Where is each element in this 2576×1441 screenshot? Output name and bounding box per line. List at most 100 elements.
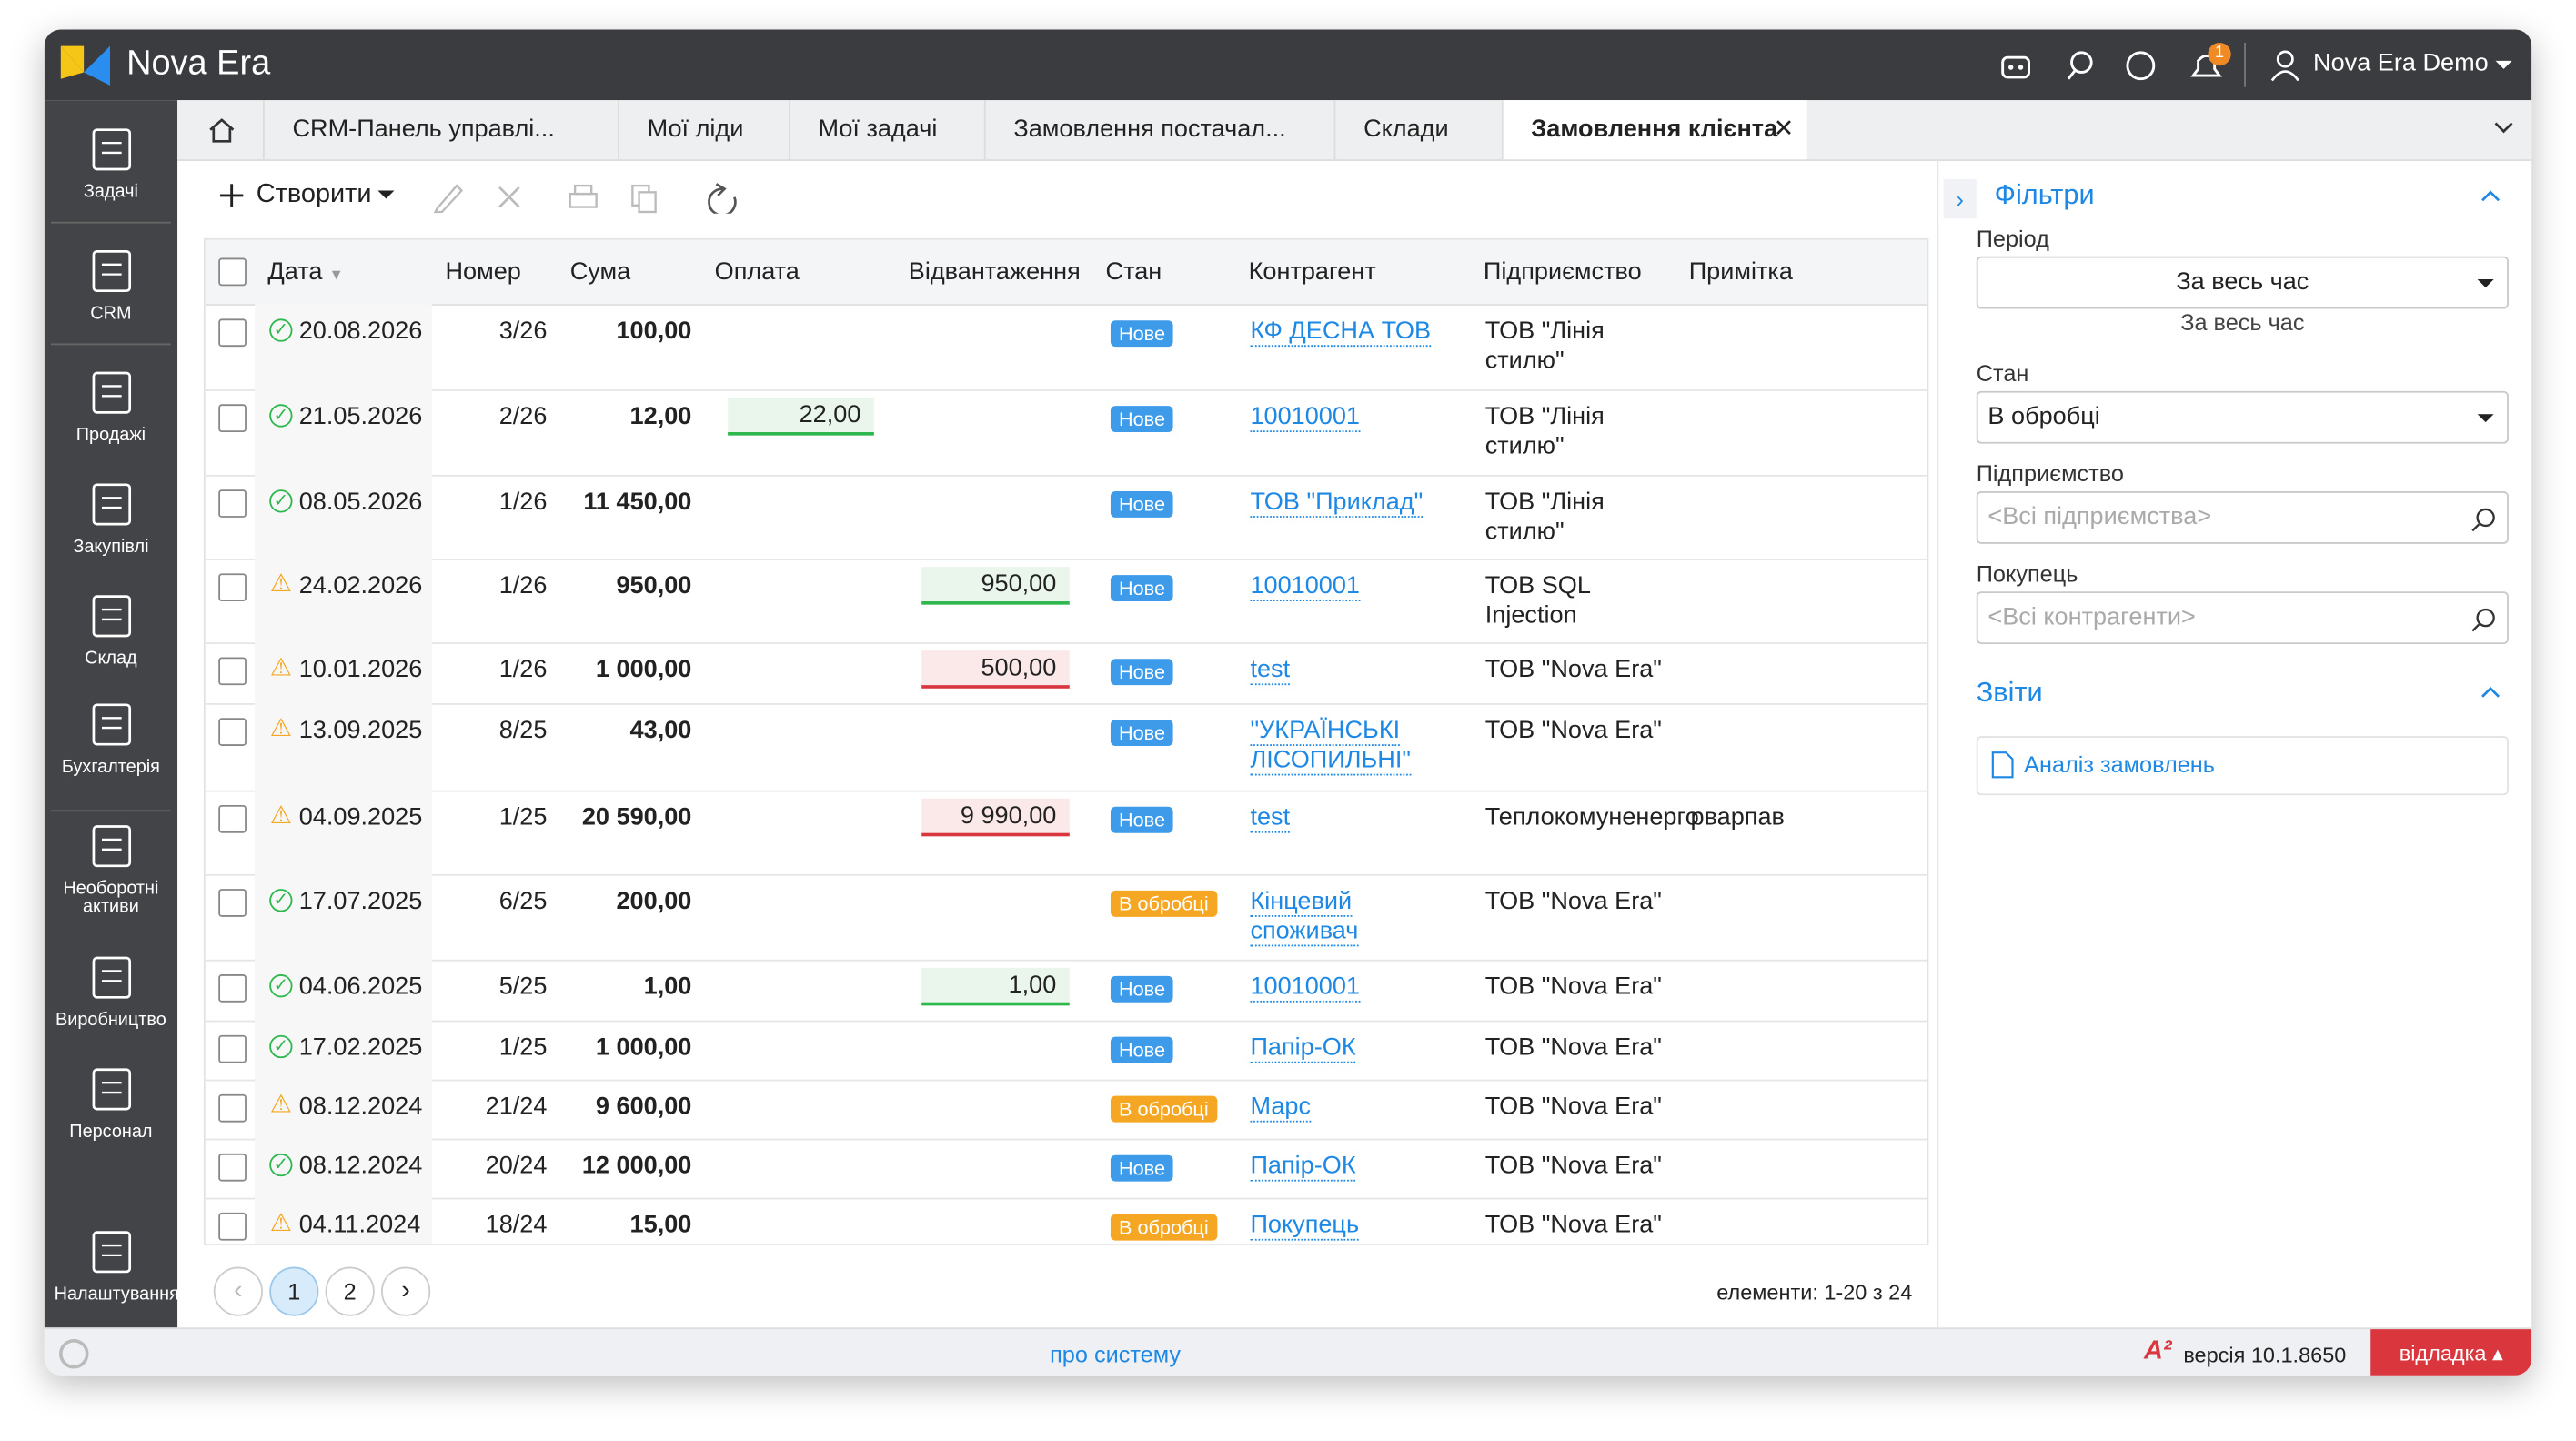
- row-checkbox[interactable]: [218, 318, 247, 348]
- row-checkbox[interactable]: [218, 1212, 247, 1241]
- counterparty[interactable]: test: [1250, 655, 1447, 686]
- nav-item[interactable]: Налаштування: [45, 1225, 179, 1305]
- tabs-menu[interactable]: [2494, 122, 2514, 135]
- row-checkbox[interactable]: [218, 1153, 247, 1182]
- counterparty[interactable]: ТОВ "Приклад": [1250, 488, 1447, 518]
- collapse-reports[interactable]: [2480, 685, 2501, 698]
- counterparty[interactable]: КФ ДЕСНА ТОВ: [1250, 317, 1447, 348]
- nav-icon: [91, 703, 131, 746]
- page-button[interactable]: 1: [269, 1266, 319, 1316]
- filters-panel: › Фільтри Період За весь час За весь час…: [1937, 159, 2531, 1328]
- prev-page[interactable]: ‹: [213, 1266, 263, 1316]
- table-row[interactable]: ✓ 17.02.2025 1/25 1 000,00 Нове Папір-ОК ТОВ "…: [205, 1020, 1927, 1082]
- counterparty[interactable]: Марс: [1250, 1093, 1447, 1123]
- shipment-cell: 500,00: [921, 650, 1070, 689]
- collapse-filters[interactable]: [2480, 189, 2501, 202]
- nav-icon: [91, 483, 131, 526]
- table-row[interactable]: ✓ 04.06.2025 5/25 1,00 1,00 Нове 10010001 ТОВ "…: [205, 959, 1927, 1023]
- home-tab[interactable]: [207, 116, 237, 143]
- nav-item[interactable]: Закупівлі: [45, 479, 177, 558]
- select-all[interactable]: [218, 257, 247, 287]
- column-header[interactable]: Контрагент: [1248, 257, 1376, 287]
- app-name: Nova Era: [126, 44, 271, 83]
- nav-item[interactable]: Склад: [45, 590, 177, 669]
- next-page[interactable]: ›: [381, 1266, 431, 1316]
- row-checkbox[interactable]: [218, 804, 247, 833]
- sum: 100,00: [616, 317, 692, 346]
- column-header[interactable]: Номер: [445, 257, 521, 287]
- column-header[interactable]: Стан: [1105, 257, 1162, 287]
- row-checkbox[interactable]: [218, 1034, 247, 1063]
- page-button[interactable]: 2: [325, 1266, 375, 1316]
- date: 08.12.2024: [298, 1152, 423, 1180]
- collapse-panel[interactable]: ›: [1943, 178, 1977, 219]
- nav-label: Задачі: [83, 182, 138, 203]
- counterparty[interactable]: Папір-ОК: [1250, 1152, 1447, 1182]
- nav-item[interactable]: Продажі: [45, 367, 177, 446]
- counterparty[interactable]: Покупець: [1250, 1211, 1447, 1241]
- tab[interactable]: Склади: [1333, 100, 1502, 160]
- date: 10.01.2026: [298, 655, 423, 684]
- tab[interactable]: Замовлення постачал...: [983, 100, 1334, 160]
- counterparty[interactable]: test: [1250, 803, 1447, 833]
- buyer-input[interactable]: <Всі контрагенти>: [1976, 591, 2509, 644]
- table-row[interactable]: ✓ 08.12.2024 20/24 12 000,00 Нове Папір-ОК ТОВ…: [205, 1138, 1927, 1200]
- table-row[interactable]: ⚠ 13.09.2025 8/25 43,00 Нове "УКРАЇНСЬКІ ЛІСО…: [205, 703, 1927, 792]
- nav-label: Виробництво: [55, 1010, 166, 1031]
- row-checkbox[interactable]: [218, 573, 247, 602]
- tab-close[interactable]: ✕: [1773, 115, 1795, 144]
- user-menu[interactable]: Nova Era Demo: [2313, 49, 2489, 77]
- counterparty[interactable]: "УКРАЇНСЬКІ ЛІСОПИЛЬНІ": [1250, 716, 1447, 776]
- table-row[interactable]: ⚠ 04.09.2025 1/25 20 590,00 9 990,00 Нове test…: [205, 790, 1927, 876]
- debug-button[interactable]: відладка ▴: [2370, 1329, 2532, 1376]
- row-checkbox[interactable]: [218, 974, 247, 1003]
- table-row[interactable]: ✓ 08.05.2026 1/26 11 450,00 Нове ТОВ "Приклад…: [205, 474, 1927, 560]
- tab[interactable]: Мої задачі: [788, 100, 984, 160]
- row-checkbox[interactable]: [218, 1093, 247, 1123]
- table-row[interactable]: ⚠ 10.01.2026 1/26 1 000,00 500,00 Нове test ТОВ…: [205, 642, 1927, 705]
- table-row[interactable]: ⚠ 04.11.2024 18/24 15,00 В обробці Покупець ТО…: [206, 1197, 1927, 1244]
- table-row[interactable]: ⚠ 08.12.2024 21/24 9 600,00 В обробці Марс ТОВ…: [205, 1079, 1927, 1141]
- table-row[interactable]: ✓ 17.07.2025 6/25 200,00 В обробці Кінцевий с…: [205, 873, 1927, 962]
- nav-item[interactable]: Персонал: [45, 1063, 177, 1143]
- nav-item[interactable]: CRM: [45, 245, 177, 324]
- create-button[interactable]: Створити: [256, 180, 372, 209]
- number: 3/26: [498, 317, 548, 346]
- nav-item[interactable]: Виробництво: [45, 952, 177, 1031]
- top-icons[interactable]: [1996, 47, 2226, 84]
- period-select[interactable]: За весь час: [1976, 256, 2509, 309]
- state-select[interactable]: В обробці: [1976, 390, 2509, 444]
- column-header[interactable]: Підприємство: [1483, 257, 1642, 287]
- tab[interactable]: Мої ліди: [618, 100, 789, 160]
- counterparty[interactable]: Кінцевий споживач: [1250, 887, 1447, 947]
- row-checkbox[interactable]: [218, 718, 247, 746]
- table-row[interactable]: ⚠ 24.02.2026 1/26 950,00 950,00 Нове 10010001 Т…: [205, 559, 1927, 644]
- company-input[interactable]: <Всі підприємства>: [1976, 491, 2509, 544]
- counterparty[interactable]: 10010001: [1250, 402, 1447, 433]
- counterparty[interactable]: Папір-ОК: [1250, 1033, 1447, 1063]
- counterparty[interactable]: 10010001: [1250, 571, 1447, 602]
- tab[interactable]: CRM-Панель управлі...: [262, 100, 618, 160]
- row-checkbox[interactable]: [218, 889, 247, 917]
- column-header[interactable]: Сума: [569, 257, 631, 287]
- row-checkbox[interactable]: [218, 489, 247, 518]
- nav-item[interactable]: Задачі: [45, 123, 177, 202]
- column-header[interactable]: Примітка: [1688, 257, 1793, 287]
- report-item[interactable]: Аналіз замовлень: [1976, 736, 2509, 796]
- user-icon: [2270, 50, 2299, 82]
- nav-item[interactable]: Бухгалтерія: [45, 699, 177, 778]
- table-row[interactable]: ✓ 20.08.2026 3/26 100,00 Нове КФ ДЕСНА ТОВ ТОВ…: [205, 304, 1927, 391]
- toolbar-icons[interactable]: [432, 181, 760, 214]
- nav-item[interactable]: Необоротні активи: [45, 820, 177, 917]
- caret: [377, 190, 395, 199]
- about-link[interactable]: про систему: [1050, 1340, 1182, 1367]
- column-header[interactable]: Оплата: [714, 257, 800, 287]
- counterparty[interactable]: 10010001: [1250, 972, 1447, 1003]
- tab-active[interactable]: Замовлення клієнта ✕: [1501, 100, 1807, 160]
- row-checkbox[interactable]: [218, 657, 247, 686]
- column-header[interactable]: Відвантаження: [908, 257, 1081, 287]
- column-header[interactable]: Дата ▼: [267, 258, 343, 287]
- row-checkbox[interactable]: [218, 404, 247, 433]
- table-row[interactable]: ✓ 21.05.2026 2/26 12,00 22,00 Нове 10010001 ТОВ…: [205, 389, 1927, 477]
- tab-label: Мої задачі: [818, 115, 938, 144]
